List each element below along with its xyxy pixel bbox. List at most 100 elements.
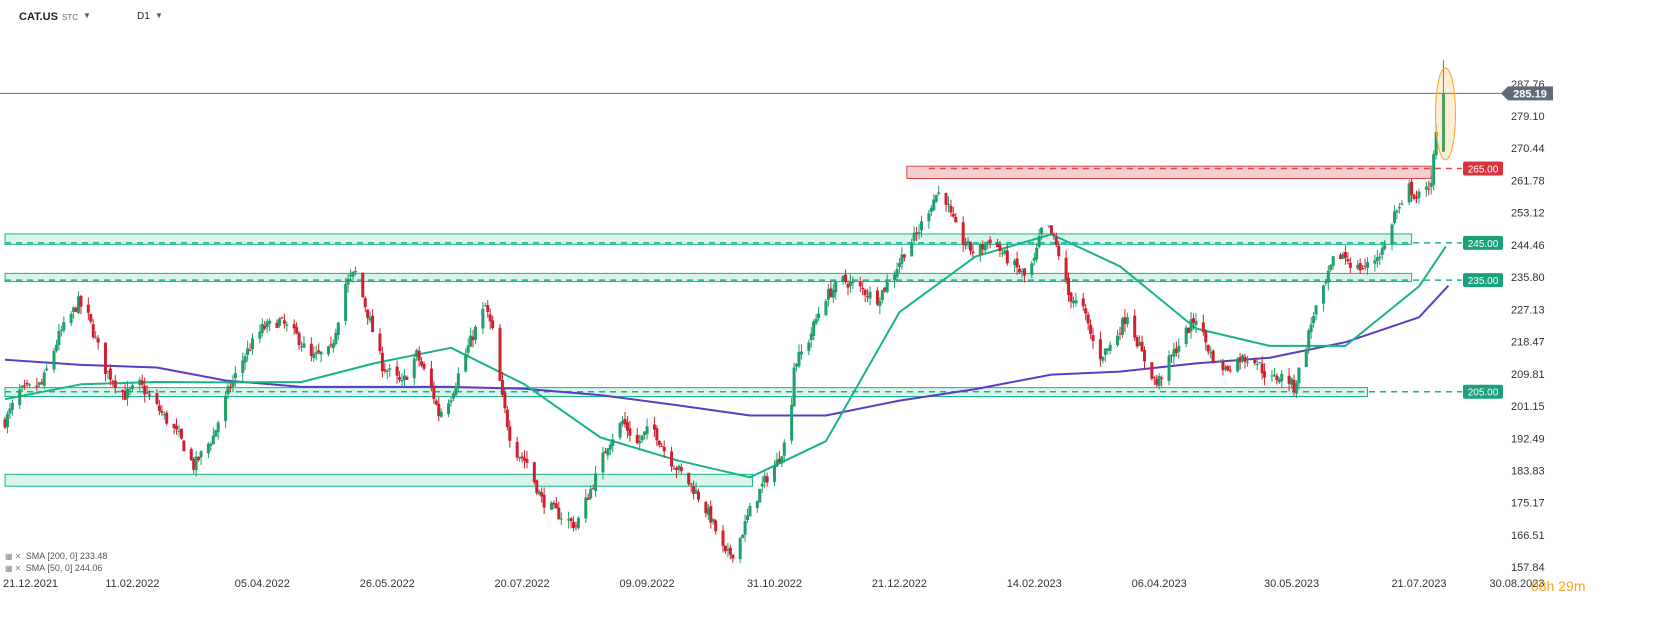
- candle-body: [241, 360, 245, 374]
- candle-body: [260, 324, 264, 333]
- candle-body: [726, 549, 730, 551]
- candle-body: [576, 517, 580, 529]
- candle-body: [277, 318, 281, 326]
- y-tick-label: 270.44: [1511, 143, 1545, 155]
- legend-sma-200[interactable]: ▦ ✕ SMA [200, 0] 233.48: [5, 551, 107, 561]
- y-tick-label: 227.13: [1511, 304, 1545, 316]
- candle-body: [995, 243, 999, 248]
- candle-body: [1054, 237, 1058, 245]
- candle-body: [946, 204, 950, 206]
- x-tick-label: 21.12.2022: [872, 578, 927, 590]
- candle-body: [491, 320, 495, 329]
- candle-body: [858, 282, 862, 287]
- candle-body: [657, 440, 661, 445]
- candle-body: [660, 445, 664, 447]
- candle-body: [689, 483, 693, 485]
- candle-body: [42, 372, 46, 386]
- candle-body: [986, 241, 990, 243]
- candle-body: [692, 486, 696, 495]
- candle-body: [148, 394, 152, 396]
- candle-body: [1133, 315, 1137, 338]
- candle-body: [1118, 333, 1122, 335]
- candle-body: [897, 262, 901, 268]
- candle-body: [1304, 349, 1308, 368]
- chevron-down-icon[interactable]: ▼: [83, 11, 91, 20]
- x-tick-label: 30.08.2023: [1489, 578, 1544, 590]
- candle-body: [346, 278, 350, 285]
- candle-body: [488, 314, 492, 322]
- support-zone: [4, 272, 1413, 283]
- candle-body: [520, 456, 524, 459]
- y-tick-label: 253.12: [1511, 208, 1545, 220]
- candle-body: [988, 239, 992, 244]
- candle-body: [189, 448, 193, 460]
- candle-body: [885, 282, 889, 293]
- candle-body: [1084, 308, 1088, 314]
- candle-body: [8, 408, 12, 414]
- candle-body: [1383, 245, 1387, 250]
- candle-body: [175, 425, 179, 430]
- candle-body: [451, 393, 455, 399]
- candle-body: [525, 459, 529, 463]
- candle-body: [121, 390, 125, 393]
- candle-body: [677, 465, 681, 470]
- timeframe-selector[interactable]: D1: [137, 11, 150, 22]
- candle-body: [331, 343, 335, 348]
- candle-body: [314, 352, 318, 355]
- candle-body: [248, 349, 252, 351]
- candle-body: [1417, 191, 1421, 198]
- candle-body: [1223, 366, 1227, 370]
- candle-body: [300, 346, 304, 348]
- visibility-icon[interactable]: ▦: [5, 552, 13, 561]
- candle-body: [1270, 375, 1274, 377]
- candle-body: [20, 385, 24, 388]
- chevron-down-icon[interactable]: ▼: [155, 11, 163, 20]
- candle-body: [398, 376, 402, 380]
- y-tick-label: 201.15: [1511, 401, 1545, 413]
- candle-body: [172, 423, 176, 428]
- legend-sma-50[interactable]: ▦ ✕ SMA [50, 0] 244.06: [5, 563, 102, 573]
- candle-body: [268, 320, 272, 324]
- close-icon[interactable]: ✕: [14, 552, 22, 561]
- candle-body: [1415, 197, 1419, 199]
- close-icon[interactable]: ✕: [14, 564, 22, 573]
- candle-body: [363, 298, 367, 308]
- candle-body: [1427, 188, 1431, 190]
- candle-body: [1169, 355, 1173, 357]
- candle-body: [319, 351, 323, 355]
- candle-body: [638, 440, 642, 444]
- candle-body: [231, 380, 235, 388]
- candle-body: [932, 199, 936, 211]
- candle-body: [165, 412, 169, 424]
- candle-body: [518, 457, 522, 459]
- candle-body: [584, 497, 588, 519]
- candle-body: [1201, 322, 1205, 333]
- candle-body: [486, 305, 490, 313]
- candle-body: [402, 375, 406, 381]
- indicator-label: SMA: [25, 551, 45, 561]
- candle-body: [1000, 253, 1004, 255]
- candle-body: [1206, 344, 1210, 352]
- candle-body: [1067, 277, 1071, 296]
- candle-body: [52, 350, 56, 370]
- candle-body: [309, 343, 313, 356]
- candle-body: [1032, 257, 1036, 261]
- candle-body: [123, 391, 127, 400]
- candle-body: [1292, 379, 1296, 393]
- candle-body: [1209, 352, 1213, 354]
- visibility-icon[interactable]: ▦: [5, 564, 13, 573]
- candle-body: [91, 324, 95, 338]
- candle-body: [1297, 367, 1301, 384]
- candle-body: [951, 213, 955, 217]
- candle-body: [697, 491, 701, 500]
- candle-body: [10, 402, 14, 410]
- symbol-selector[interactable]: CAT.US: [19, 11, 58, 23]
- candle-body: [263, 325, 267, 329]
- y-tick-label: 166.51: [1511, 530, 1545, 542]
- candle-body: [420, 361, 424, 366]
- candle-body: [1091, 334, 1095, 341]
- candle-body: [780, 456, 784, 464]
- candle-body: [1339, 255, 1343, 259]
- candle-body: [775, 459, 779, 467]
